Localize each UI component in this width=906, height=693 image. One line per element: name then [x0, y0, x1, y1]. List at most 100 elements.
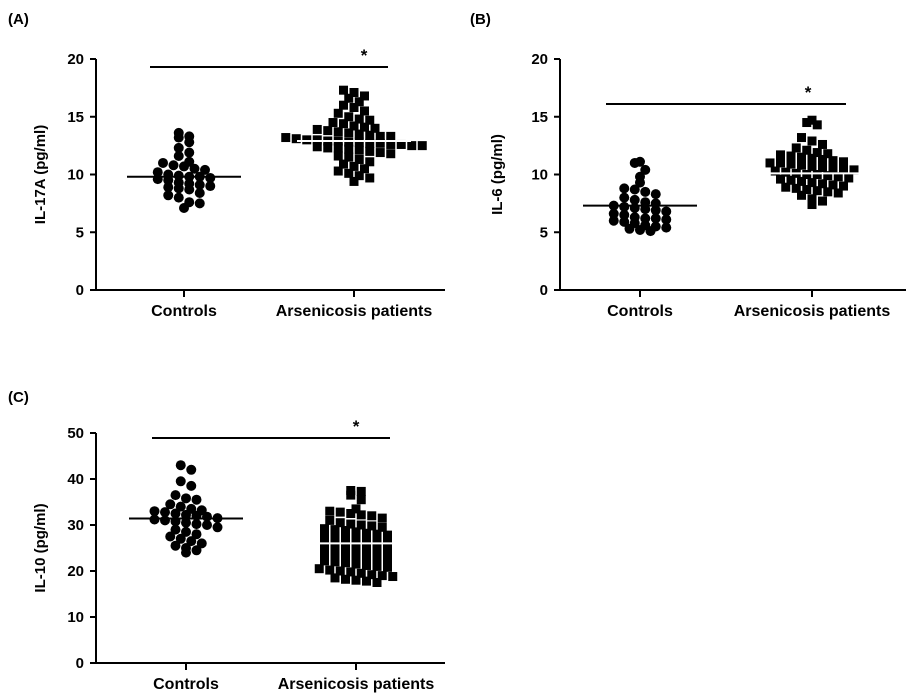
data-point: [320, 548, 329, 558]
data-point: [807, 161, 817, 171]
y-tick-label: 20: [531, 51, 548, 68]
data-point: [335, 507, 345, 517]
data-point: [173, 142, 184, 153]
data-point: [383, 562, 392, 572]
data-point: [635, 171, 645, 182]
data-point: [149, 506, 160, 517]
data-point: [320, 524, 329, 534]
data-point: [181, 526, 191, 537]
data-point: [812, 186, 822, 196]
data-point: [175, 476, 186, 487]
data-point: [302, 135, 312, 145]
data-point: [619, 209, 630, 220]
data-point: [165, 499, 176, 510]
data-point: [173, 170, 184, 181]
data-point: [365, 115, 375, 125]
y-tick-label: 40: [67, 471, 84, 488]
data-point: [367, 521, 377, 531]
data-point: [354, 114, 364, 124]
x-tick-label: Arsenicosis patients: [734, 303, 891, 320]
data-point: [833, 188, 843, 198]
data-point: [281, 133, 291, 143]
y-axis-title: IL-6 (pg/ml): [489, 134, 506, 215]
data-point: [356, 568, 366, 578]
panel-letter: (C): [8, 389, 29, 406]
panel-letter: (B): [470, 11, 491, 28]
data-point: [362, 560, 371, 570]
chart-panel-1: (A) 0 5 10 15 20 IL-17A (pg/ml) Controls Arsenic…: [8, 11, 445, 320]
data-point: [323, 126, 333, 136]
data-point: [828, 156, 838, 166]
data-point: [629, 212, 640, 223]
data-point: [341, 526, 350, 536]
data-point: [839, 181, 848, 191]
data-point: [330, 549, 340, 559]
data-point: [356, 486, 366, 496]
data-point: [163, 169, 174, 180]
data-point: [823, 171, 833, 181]
data-point: [360, 106, 369, 116]
data-point: [349, 161, 359, 171]
data-point: [362, 552, 371, 562]
data-point: [640, 186, 651, 197]
data-point: [191, 519, 202, 530]
data-point: [330, 541, 340, 551]
data-point: [356, 510, 366, 520]
data-point: [333, 166, 343, 176]
data-point: [186, 480, 197, 491]
data-point: [351, 504, 361, 514]
data-point: [314, 564, 324, 574]
data-point: [812, 148, 822, 158]
data-point: [175, 533, 186, 544]
data-point: [173, 127, 184, 138]
data-point: [367, 511, 377, 521]
data-point: [839, 164, 848, 174]
data-point: [661, 214, 672, 225]
x-tick-label: Arsenicosis patients: [276, 303, 433, 320]
y-tick-label: 10: [67, 167, 84, 184]
y-tick-label: 10: [531, 167, 548, 184]
data-point: [168, 160, 179, 171]
data-point: [354, 97, 364, 107]
data-point: [356, 520, 366, 530]
data-point: [629, 184, 640, 195]
data-point: [312, 142, 322, 152]
data-point: [344, 112, 354, 122]
y-tick-label: 20: [67, 51, 84, 68]
data-point: [349, 103, 359, 113]
data-point: [375, 138, 385, 148]
data-point: [765, 158, 775, 168]
data-point: [360, 122, 369, 132]
data-point: [312, 135, 322, 145]
data-point: [802, 118, 812, 128]
data-point: [362, 576, 371, 586]
data-point: [344, 93, 354, 103]
x-tick-label: Controls: [151, 303, 217, 320]
data-point: [770, 166, 780, 176]
data-point: [786, 159, 796, 169]
data-point: [165, 531, 176, 542]
data-point: [823, 149, 833, 159]
data-point: [619, 192, 630, 203]
x-tick-label: Controls: [607, 303, 673, 320]
data-point: [807, 178, 817, 188]
data-point: [175, 460, 186, 471]
data-point: [388, 572, 398, 582]
data-point: [320, 556, 329, 566]
data-point: [661, 206, 672, 217]
data-point: [802, 170, 812, 179]
data-point: [640, 164, 651, 175]
data-point: [194, 198, 205, 209]
data-point: [354, 154, 364, 164]
data-point: [158, 157, 168, 168]
data-point: [823, 187, 833, 197]
data-point: [807, 194, 817, 204]
data-point: [377, 513, 387, 523]
data-point: [194, 187, 205, 198]
data-point: [196, 505, 207, 516]
data-point: [396, 139, 406, 149]
data-point: [786, 151, 796, 161]
data-point: [354, 171, 364, 181]
data-point: [344, 144, 354, 154]
